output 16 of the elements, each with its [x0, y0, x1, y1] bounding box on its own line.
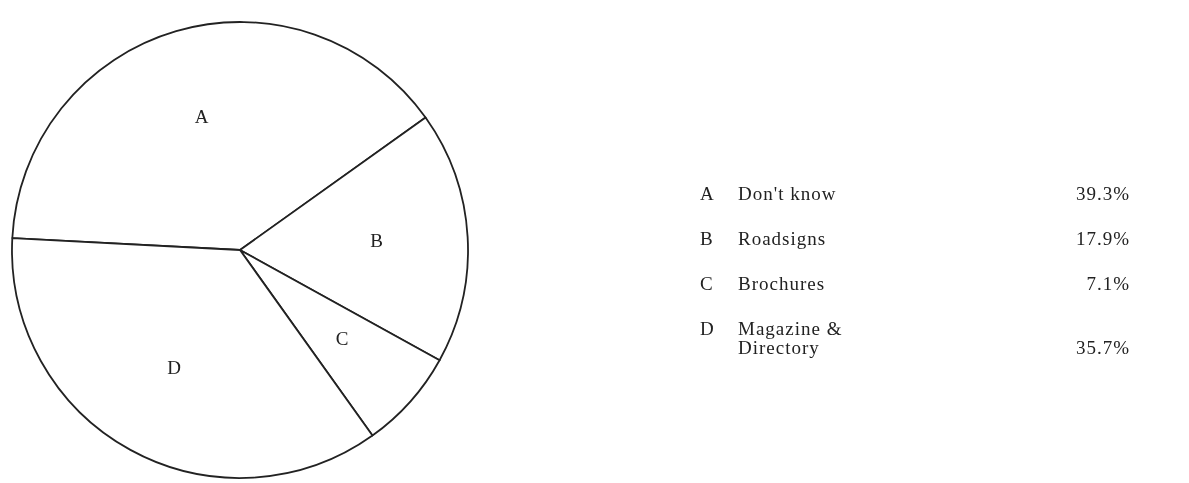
- category-label: B: [700, 228, 713, 249]
- text: Roadsigns: [738, 228, 827, 249]
- text: Brochures: [738, 273, 826, 294]
- slice-label: A: [194, 106, 209, 128]
- text: Magazine & Directory: [738, 318, 843, 358]
- category-label: A: [700, 183, 714, 204]
- category-label: D: [700, 318, 714, 339]
- slice-label: C: [335, 328, 349, 350]
- text: 39.3%: [1075, 183, 1130, 204]
- slice-label: D: [167, 357, 182, 379]
- category-label: C: [700, 273, 713, 294]
- text: 35.7%: [1075, 337, 1130, 358]
- text: Don't know: [738, 183, 837, 204]
- text: 17.9%: [1075, 228, 1130, 249]
- slice-label: B: [370, 229, 383, 251]
- text: 7.1%: [1086, 273, 1130, 294]
